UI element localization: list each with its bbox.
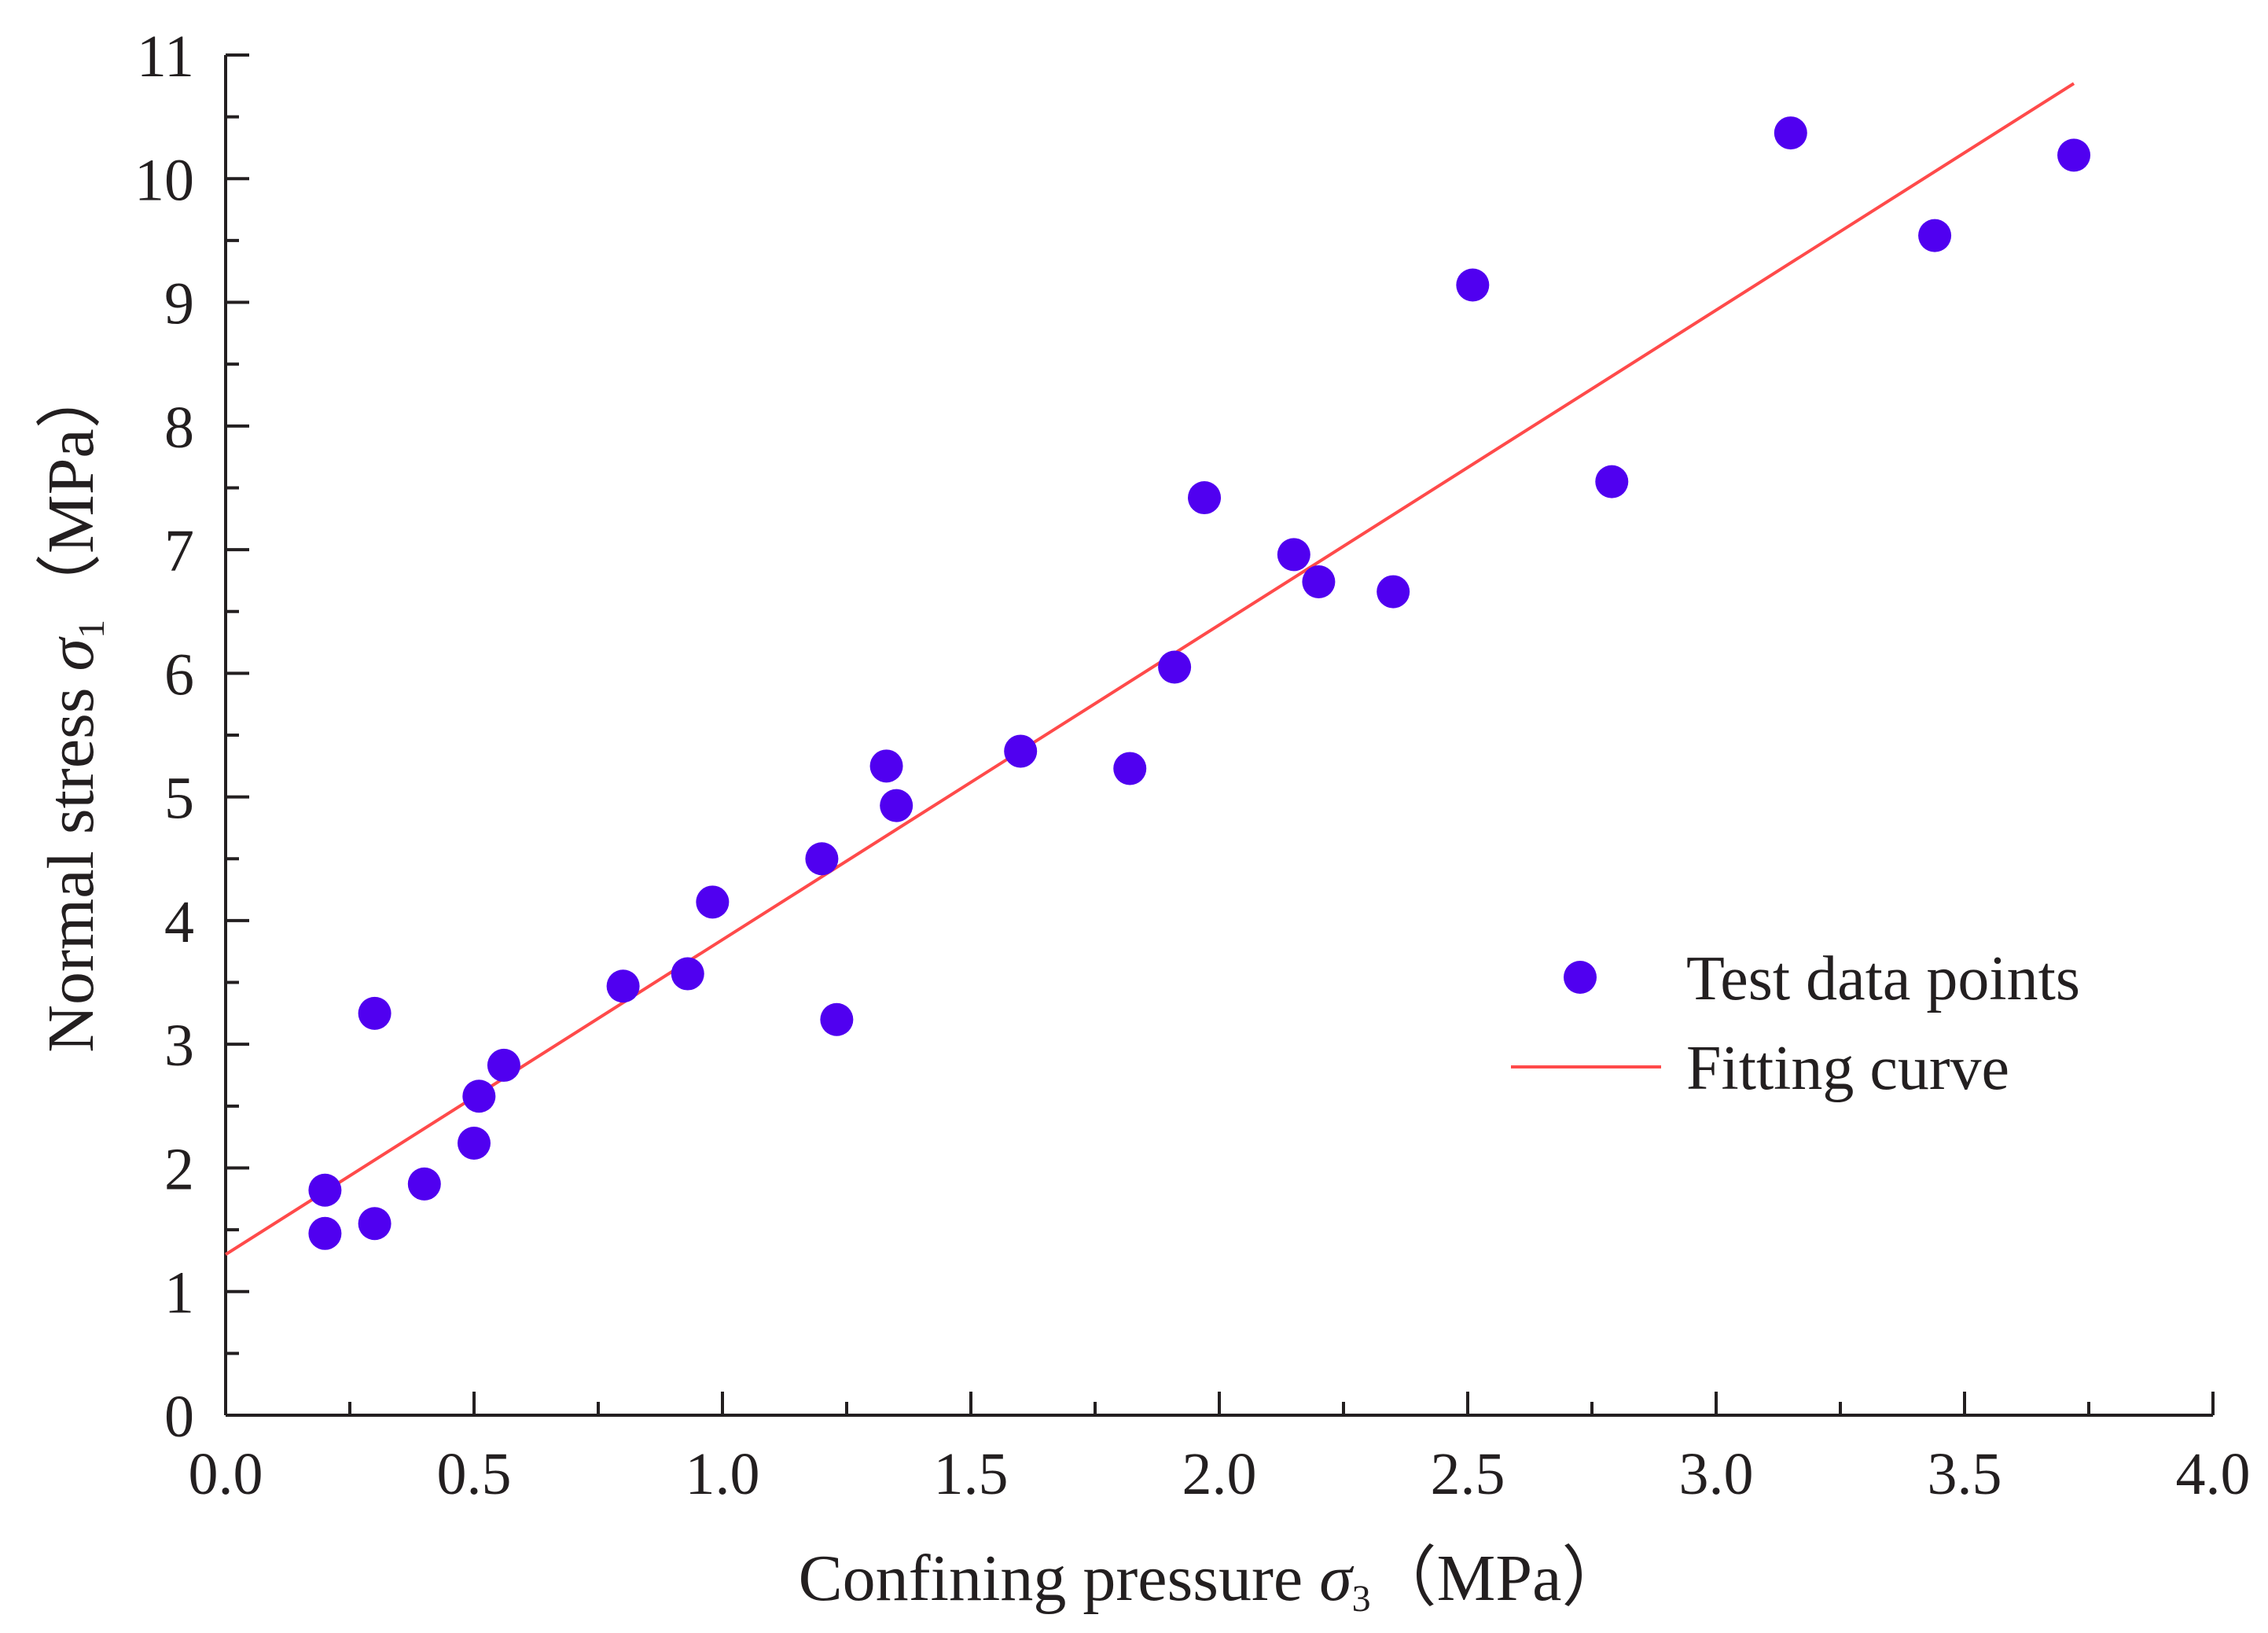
data-point bbox=[487, 1048, 520, 1082]
y-tick-label: 8 bbox=[164, 395, 194, 461]
x-axis-title-prefix: Confining pressure bbox=[799, 1542, 1320, 1615]
data-point bbox=[1377, 575, 1410, 609]
x-tick-label: 0.5 bbox=[437, 1441, 512, 1507]
y-axis-title-unit: （MPa） bbox=[35, 362, 108, 620]
x-tick-label: 2.0 bbox=[1182, 1441, 1257, 1507]
y-tick-label: 2 bbox=[164, 1136, 194, 1202]
data-point bbox=[880, 789, 913, 822]
data-points-layer bbox=[308, 116, 2091, 1250]
x-tick-label: 0.0 bbox=[189, 1441, 263, 1507]
y-tick-label: 10 bbox=[134, 147, 194, 213]
data-point bbox=[358, 996, 391, 1030]
data-point bbox=[308, 1216, 342, 1250]
fitting-curve-line bbox=[224, 82, 2075, 1256]
fitting-curve-layer bbox=[224, 82, 2075, 1256]
data-point bbox=[1456, 268, 1490, 302]
legend-label-test-data: Test data points bbox=[1686, 944, 2080, 1013]
x-tick-label: 3.5 bbox=[1928, 1441, 2002, 1507]
x-axis-title-subscript: 3 bbox=[1352, 1578, 1371, 1620]
data-point bbox=[1774, 116, 1807, 150]
data-point bbox=[1302, 565, 1336, 598]
data-point bbox=[308, 1173, 342, 1207]
data-point bbox=[1277, 538, 1310, 572]
x-tick-label: 1.5 bbox=[934, 1441, 1009, 1507]
data-point bbox=[1158, 650, 1192, 684]
data-point bbox=[458, 1127, 491, 1160]
x-axis-title: Confining pressure σ3（MPa） bbox=[799, 1542, 1628, 1620]
axes: 0.0 0.5 1.0 1.5 2.0 2.5 3.0 3.5 4.0 0 1 2 3 4 5 6 7 8 9 10 1… bbox=[134, 24, 2251, 1507]
data-point bbox=[462, 1079, 496, 1113]
data-point bbox=[1004, 734, 1038, 768]
legend: Test data points Fitting curve bbox=[1511, 944, 2080, 1103]
y-tick-label: 1 bbox=[164, 1260, 194, 1326]
y-tick-label: 3 bbox=[164, 1013, 194, 1079]
data-point bbox=[606, 969, 640, 1003]
y-tick-label: 11 bbox=[137, 24, 194, 90]
data-point bbox=[2057, 138, 2091, 172]
x-tick-label: 4.0 bbox=[2176, 1441, 2251, 1507]
data-point bbox=[696, 885, 730, 919]
data-point bbox=[805, 842, 839, 876]
data-point bbox=[820, 1002, 854, 1036]
y-axis-title-subscript: 1 bbox=[71, 620, 112, 638]
data-point bbox=[1595, 465, 1629, 498]
data-point bbox=[1113, 752, 1147, 785]
data-point bbox=[1188, 481, 1222, 515]
x-axis-title-unit: （MPa） bbox=[1371, 1542, 1628, 1615]
x-tick-label: 2.5 bbox=[1431, 1441, 1505, 1507]
y-tick-label: 6 bbox=[164, 642, 194, 708]
y-tick-label: 5 bbox=[164, 766, 194, 832]
y-tick-label: 4 bbox=[164, 889, 194, 955]
y-tick-label: 0 bbox=[164, 1384, 194, 1450]
data-point bbox=[358, 1207, 391, 1241]
legend-label-fitting-curve: Fitting curve bbox=[1686, 1034, 2009, 1103]
y-axis-title-prefix: Normal stress bbox=[35, 671, 108, 1052]
legend-scatter-marker bbox=[1564, 961, 1597, 994]
data-point bbox=[407, 1167, 441, 1201]
x-tick-label: 3.0 bbox=[1679, 1441, 1754, 1507]
data-point bbox=[671, 957, 704, 991]
x-tick-label: 1.0 bbox=[686, 1441, 760, 1507]
y-tick-label: 7 bbox=[164, 518, 194, 584]
x-axis-title-symbol: σ bbox=[1319, 1542, 1355, 1615]
y-axis-title-symbol: σ bbox=[35, 635, 108, 671]
y-axis-title: Normal stress σ1（MPa） bbox=[35, 362, 112, 1052]
data-point bbox=[1918, 219, 1952, 252]
data-point bbox=[869, 749, 903, 783]
y-tick-label: 9 bbox=[164, 271, 194, 337]
